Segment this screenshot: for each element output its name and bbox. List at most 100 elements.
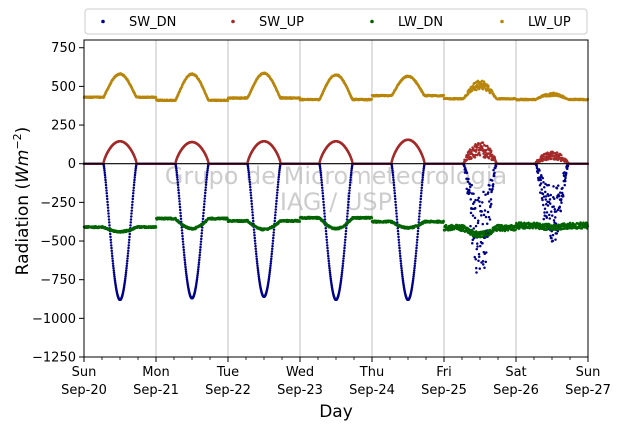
data-point [248, 178, 251, 181]
data-point [179, 217, 183, 221]
data-point [276, 191, 279, 194]
data-point [106, 200, 109, 204]
data-point [255, 259, 259, 263]
data-point [344, 229, 348, 233]
data-point [175, 169, 178, 172]
data-point [197, 265, 200, 269]
data-point [325, 241, 329, 244]
data-point [177, 188, 180, 192]
data-point [198, 256, 201, 259]
data-point [181, 234, 184, 238]
data-point [107, 209, 110, 212]
data-point [321, 189, 324, 192]
data-point [322, 206, 326, 209]
data-point [347, 197, 350, 201]
data-point [391, 171, 394, 174]
data-point [326, 244, 329, 247]
data-point [251, 216, 255, 220]
data-point [184, 270, 188, 273]
data-point [270, 252, 273, 256]
data-point [126, 257, 129, 260]
data-point [322, 200, 325, 204]
data-point [328, 266, 331, 270]
data-point [177, 194, 181, 197]
data-point [348, 189, 351, 192]
data-point [254, 247, 257, 251]
data-point [134, 167, 137, 170]
data-point [341, 269, 344, 272]
data-point [322, 203, 325, 206]
data-point [131, 194, 135, 198]
data-point [392, 176, 395, 179]
data-point [154, 226, 158, 229]
data-point [199, 243, 202, 246]
data-point [251, 214, 254, 217]
data-point [343, 249, 346, 252]
data-point [271, 247, 274, 251]
data-point [272, 228, 276, 231]
data-point [109, 238, 112, 241]
data-point [176, 183, 180, 187]
data-point [256, 262, 259, 265]
data-point [327, 254, 330, 258]
data-point [130, 209, 133, 212]
data-point [344, 232, 347, 236]
data-point [272, 231, 275, 234]
data-point [126, 254, 129, 258]
data-point [269, 266, 272, 270]
data-point [248, 175, 251, 179]
data-point [174, 165, 178, 168]
data-point [105, 189, 108, 192]
data-point [249, 188, 252, 192]
data-point [325, 235, 328, 239]
data-point [344, 235, 347, 239]
data-point [274, 205, 278, 208]
data-point [391, 169, 394, 172]
data-point [125, 264, 128, 268]
data-point [253, 239, 257, 243]
data-point [175, 173, 179, 177]
data-point [199, 245, 202, 249]
data-point [131, 197, 134, 201]
data-point [204, 183, 208, 187]
data-point [256, 264, 259, 268]
data-point [196, 272, 199, 275]
data-point [154, 96, 158, 99]
data-point [392, 178, 395, 182]
data-point [343, 246, 346, 250]
data-point [107, 212, 110, 215]
data-point [105, 194, 109, 198]
data-point [107, 215, 110, 218]
data-point [320, 176, 323, 179]
data-point [393, 186, 396, 189]
data-point [104, 183, 108, 187]
data-point [200, 229, 204, 232]
data-point [184, 265, 187, 269]
data-point [275, 194, 279, 197]
data-point [341, 262, 345, 265]
data-point [325, 232, 328, 236]
data-point [349, 176, 352, 179]
data-point [278, 171, 281, 174]
data-point [178, 205, 182, 209]
data-point [110, 249, 113, 252]
data-point [111, 259, 114, 263]
data-point [249, 191, 252, 194]
data-point [273, 216, 277, 220]
data-point [178, 203, 181, 206]
data-point [321, 194, 325, 198]
data-point [343, 244, 346, 247]
data-point [125, 266, 128, 270]
data-points [82, 71, 589, 302]
data-point [272, 234, 275, 237]
data-point [342, 254, 345, 258]
data-point [178, 197, 181, 200]
data-point [253, 231, 256, 234]
data-point [183, 256, 186, 259]
data-point [199, 240, 203, 243]
data-point [275, 202, 278, 206]
data-point [344, 238, 347, 241]
data-point [204, 186, 207, 189]
data-point [320, 181, 323, 184]
data-point [185, 276, 188, 279]
